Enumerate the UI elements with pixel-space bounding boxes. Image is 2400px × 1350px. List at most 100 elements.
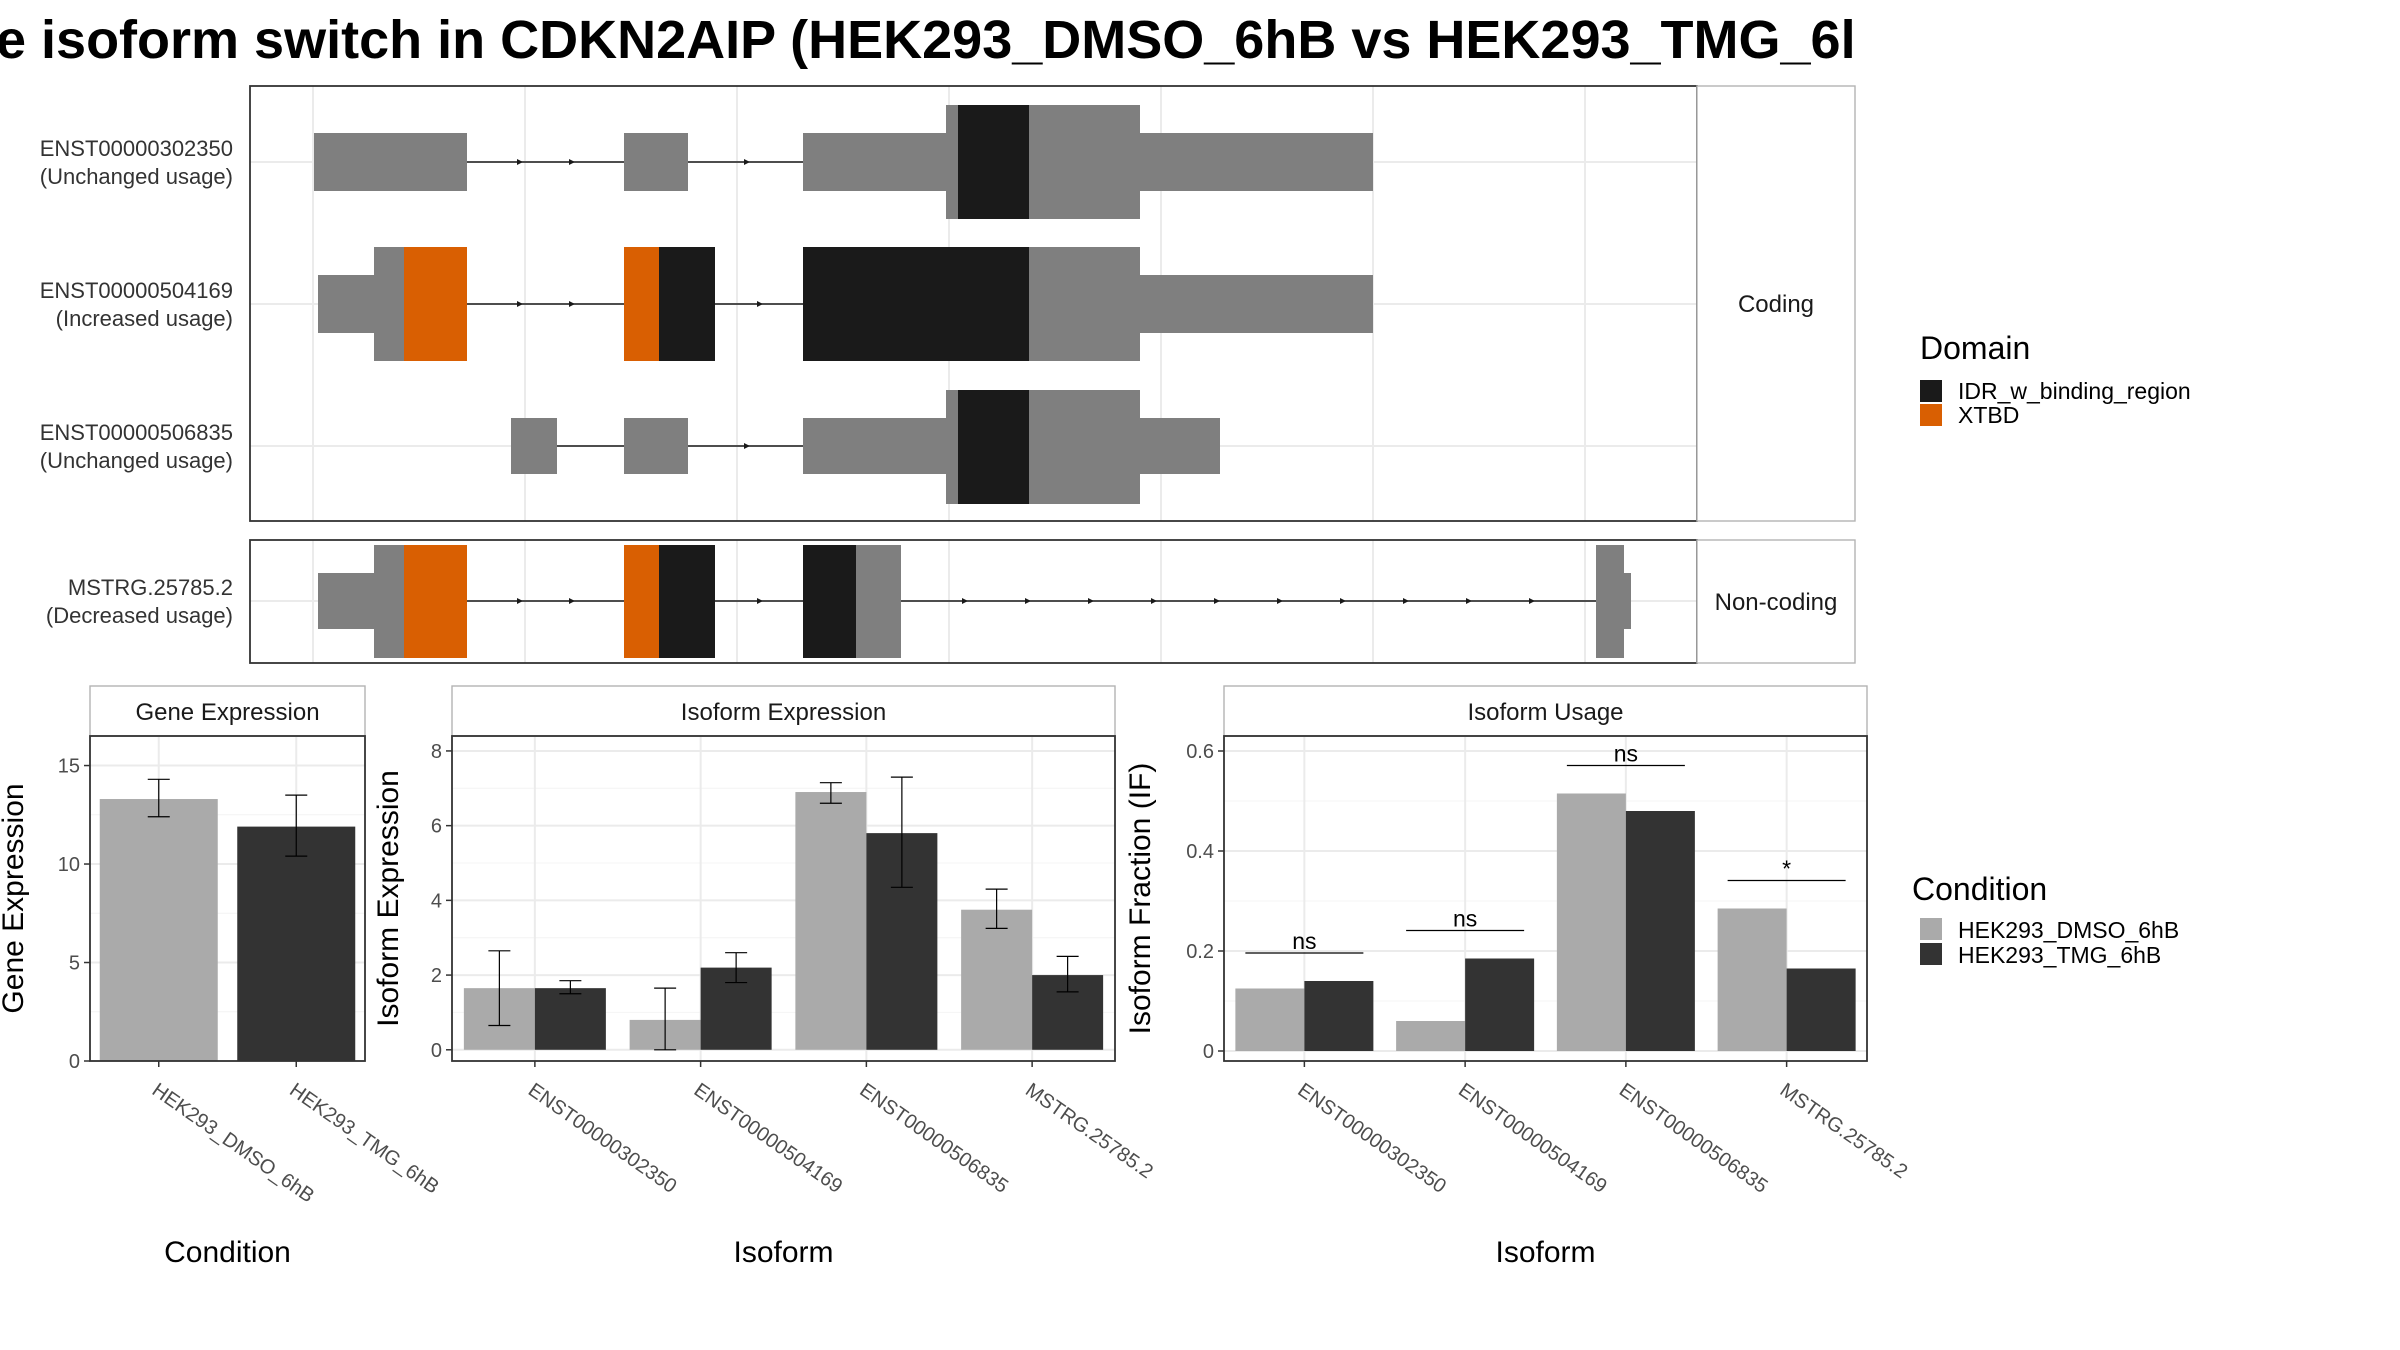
bar: [795, 792, 867, 1050]
transcript-id-label: ENST00000302350: [40, 136, 233, 161]
exon-utr: [803, 418, 946, 474]
strand-arrow: [517, 598, 523, 604]
bar: [99, 799, 218, 1061]
panel-strip: [89, 685, 366, 737]
y-axis-title: Gene Expression: [0, 783, 30, 1013]
x-tick-label: ENST00000302350: [524, 1079, 681, 1198]
transcript-usage-label: (Decreased usage): [46, 603, 233, 628]
exon-cds: [856, 545, 901, 658]
exon-utr: [318, 573, 374, 629]
y-tick-label: 0: [69, 1051, 80, 1073]
domain-XTBD: [404, 545, 467, 658]
exon-cds: [1029, 247, 1140, 361]
bar: [1396, 1021, 1466, 1051]
legend-key-XTBD: [1920, 404, 1942, 426]
legend-key-IDR_w_binding_region: [1920, 380, 1942, 402]
x-tick-label: ENST00000504169: [1454, 1079, 1611, 1198]
exon-utr: [1624, 573, 1631, 629]
exon-cds: [946, 105, 958, 219]
domain-IDR_w_binding_region: [958, 105, 1029, 219]
bar: [237, 826, 356, 1061]
domain-IDR_w_binding_region: [803, 247, 1029, 361]
y-tick-label: 2: [431, 965, 442, 987]
exon: [624, 418, 688, 474]
y-axis-title: Isoform Expression: [372, 770, 405, 1027]
y-tick-label: 5: [69, 953, 80, 975]
strand-arrow: [569, 301, 575, 307]
domain-IDR_w_binding_region: [803, 545, 856, 658]
exon-utr: [318, 275, 374, 333]
x-axis-title: Condition: [164, 1236, 291, 1269]
bar: [961, 909, 1033, 1050]
y-tick-label: 0.4: [1186, 841, 1214, 863]
panel-border: [89, 735, 366, 1062]
y-tick-label: 0: [431, 1040, 442, 1062]
domain-XTBD: [404, 247, 467, 361]
condition-legend: Condition HEK293_DMSO_6hB HEK293_TMG_6hB: [1912, 871, 2179, 968]
significance-label: ns: [1453, 906, 1477, 932]
legend-key-HEK293_DMSO_6hB: [1920, 918, 1942, 940]
strand-arrow: [757, 301, 763, 307]
y-tick-label: 8: [431, 741, 442, 763]
y-tick-label: 15: [58, 756, 80, 778]
strand-arrow: [1025, 598, 1031, 604]
significance-label: ns: [1614, 741, 1638, 767]
transcript-track-ENST00000504169: [318, 247, 1373, 361]
isoform-usage-chart: Isoform Usage 0 0.2 0.4 0.6 ns ns ns * ENST000003…: [1124, 685, 1912, 1269]
exon: [511, 418, 557, 474]
bar: [1465, 958, 1535, 1051]
legend-label: HEK293_DMSO_6hB: [1958, 917, 2179, 943]
domain-legend: Domain IDR_w_binding_region XTBD: [1920, 330, 2191, 428]
strand-arrow: [1214, 598, 1220, 604]
y-tick-label: 0.6: [1186, 741, 1214, 763]
domain-legend-title: Domain: [1920, 330, 2030, 366]
exon-cds: [374, 545, 404, 658]
transcript-usage-label: (Unchanged usage): [40, 448, 233, 473]
significance-label: ns: [1292, 928, 1316, 954]
exon-utr: [1140, 275, 1373, 333]
x-tick-label: ENST00000506835: [1615, 1079, 1772, 1198]
x-tick-label: MSTRG.25785.2: [1021, 1079, 1157, 1183]
strand-arrow: [569, 598, 575, 604]
transcript-id-label: ENST00000504169: [40, 278, 233, 303]
y-tick-label: 10: [58, 854, 80, 876]
transcript-usage-label: (Unchanged usage): [40, 164, 233, 189]
x-tick-label: MSTRG.25785.2: [1776, 1079, 1912, 1183]
strand-arrow: [962, 598, 968, 604]
legend-key-HEK293_TMG_6hB: [1920, 943, 1942, 965]
legend-label: HEK293_TMG_6hB: [1958, 942, 2161, 968]
domain-IDR_w_binding_region: [659, 247, 715, 361]
exon-cds: [374, 247, 404, 361]
strip-label-coding: Coding: [1738, 291, 1814, 318]
legend-label: IDR_w_binding_region: [1958, 378, 2191, 404]
domain-XTBD: [624, 545, 659, 658]
strand-arrow: [1277, 598, 1283, 604]
strand-arrow: [1340, 598, 1346, 604]
exon-cds: [1029, 390, 1140, 504]
strand-arrow: [744, 443, 750, 449]
x-axis-title: Isoform: [1495, 1236, 1595, 1269]
domain-XTBD: [624, 247, 659, 361]
panel-title: Isoform Usage: [1467, 699, 1623, 726]
exon: [624, 133, 688, 191]
exon-cds: [1029, 105, 1140, 219]
strand-arrow: [1466, 598, 1472, 604]
transcript-usage-label: (Increased usage): [56, 306, 233, 331]
panel-strip: [1223, 685, 1868, 737]
bar: [1717, 908, 1787, 1051]
exon-cds: [1596, 545, 1624, 658]
strand-arrow: [757, 598, 763, 604]
domain-IDR_w_binding_region: [958, 390, 1029, 504]
strand-arrow: [744, 159, 750, 165]
panel-strip: [451, 685, 1116, 737]
exon-utr: [1140, 133, 1373, 191]
transcript-track-ENST00000506835: [511, 390, 1220, 504]
transcript-id-label: MSTRG.25785.2: [68, 575, 233, 600]
exon-cds: [946, 390, 958, 504]
transcript-labels: ENST00000302350 (Unchanged usage) ENST00…: [40, 136, 233, 628]
x-tick-label: HEK293_TMG_6hB: [285, 1079, 442, 1198]
bar: [1304, 981, 1374, 1051]
strand-arrow: [1151, 598, 1157, 604]
bar: [1625, 811, 1695, 1051]
